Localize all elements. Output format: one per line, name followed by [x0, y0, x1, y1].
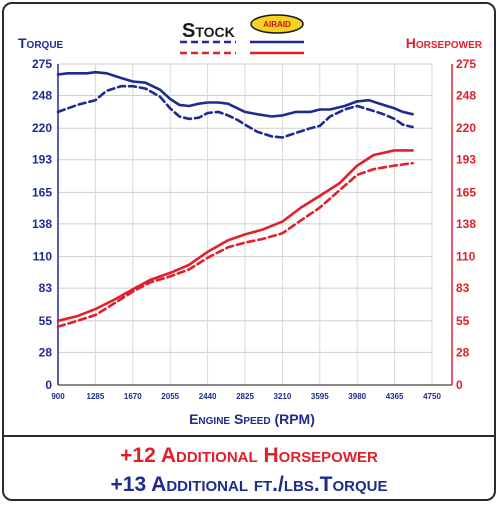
y-tick-left: 220 [32, 121, 52, 135]
y-tick-right: 83 [456, 281, 470, 295]
left-axis-label: Torque [18, 35, 64, 51]
y-tick-left: 248 [32, 89, 52, 103]
y-tick-right: 275 [456, 57, 476, 71]
x-tick-label: 2440 [199, 392, 217, 401]
y-tick-right: 28 [456, 345, 470, 359]
y-tick-right: 165 [456, 185, 476, 199]
x-tick-label: 900 [51, 392, 65, 401]
y-tick-right: 248 [456, 89, 476, 103]
legend-stock-label: Stock [182, 20, 235, 42]
series-airaid-horsepower [56, 149, 414, 323]
left-axis: 0 28 55 83 110 138 165 193 220 248 275 [32, 57, 52, 392]
y-tick-right: 55 [456, 314, 470, 328]
y-tick-right: 220 [456, 121, 476, 135]
x-tick-label: 3595 [311, 392, 329, 401]
y-tick-left: 193 [32, 153, 52, 167]
y-tick-left: 110 [33, 250, 53, 264]
y-tick-left: 165 [32, 185, 52, 199]
series-stock-torque [56, 84, 414, 139]
y-tick-left: 55 [39, 314, 53, 328]
y-tick-left: 275 [32, 57, 52, 71]
x-tick-label: 4365 [386, 392, 404, 401]
legend-airaid-logo: AIRAID [250, 14, 304, 34]
x-tick-label: 1670 [124, 392, 142, 401]
x-tick-label: 2055 [161, 392, 179, 401]
x-tick-label: 2825 [236, 392, 254, 401]
x-tick-label: 4750 [423, 392, 441, 401]
y-tick-right: 138 [456, 217, 476, 231]
y-tick-left: 83 [39, 281, 53, 295]
x-tick-label: 3980 [348, 392, 366, 401]
plot-area [56, 63, 453, 386]
x-axis-label: Engine Speed (RPM) [189, 411, 315, 427]
performance-chart: Stock AIRAID Torque Horsepower 0 28 55 83 11… [4, 14, 494, 496]
y-tick-left: 138 [32, 217, 52, 231]
footer-torque-gain: +13 Additional ft./lbs.Torque [111, 473, 388, 496]
y-tick-right: 110 [456, 250, 476, 264]
right-axis-label: Horsepower [406, 35, 483, 51]
x-tick-label: 3210 [274, 392, 292, 401]
x-tick-label: 1285 [87, 392, 105, 401]
right-axis: 0 28 55 83 110 138 165 193 220 248 275 [456, 57, 476, 392]
footer-horsepower-gain: +12 Additional Horsepower [120, 444, 378, 467]
chart-frame: Stock AIRAID Torque Horsepower 0 28 55 83 11… [2, 2, 496, 501]
y-tick-left: 28 [39, 345, 53, 359]
x-axis: 900 1285 1670 2055 2440 2825 3210 3595 3980 4365 4… [51, 392, 441, 401]
series-airaid-torque [56, 70, 414, 118]
y-tick-left: 0 [45, 378, 52, 392]
y-tick-right: 0 [456, 378, 463, 392]
legend-airaid-label: AIRAID [263, 20, 291, 29]
series-stock-horsepower [56, 161, 414, 328]
y-tick-right: 193 [456, 153, 476, 167]
